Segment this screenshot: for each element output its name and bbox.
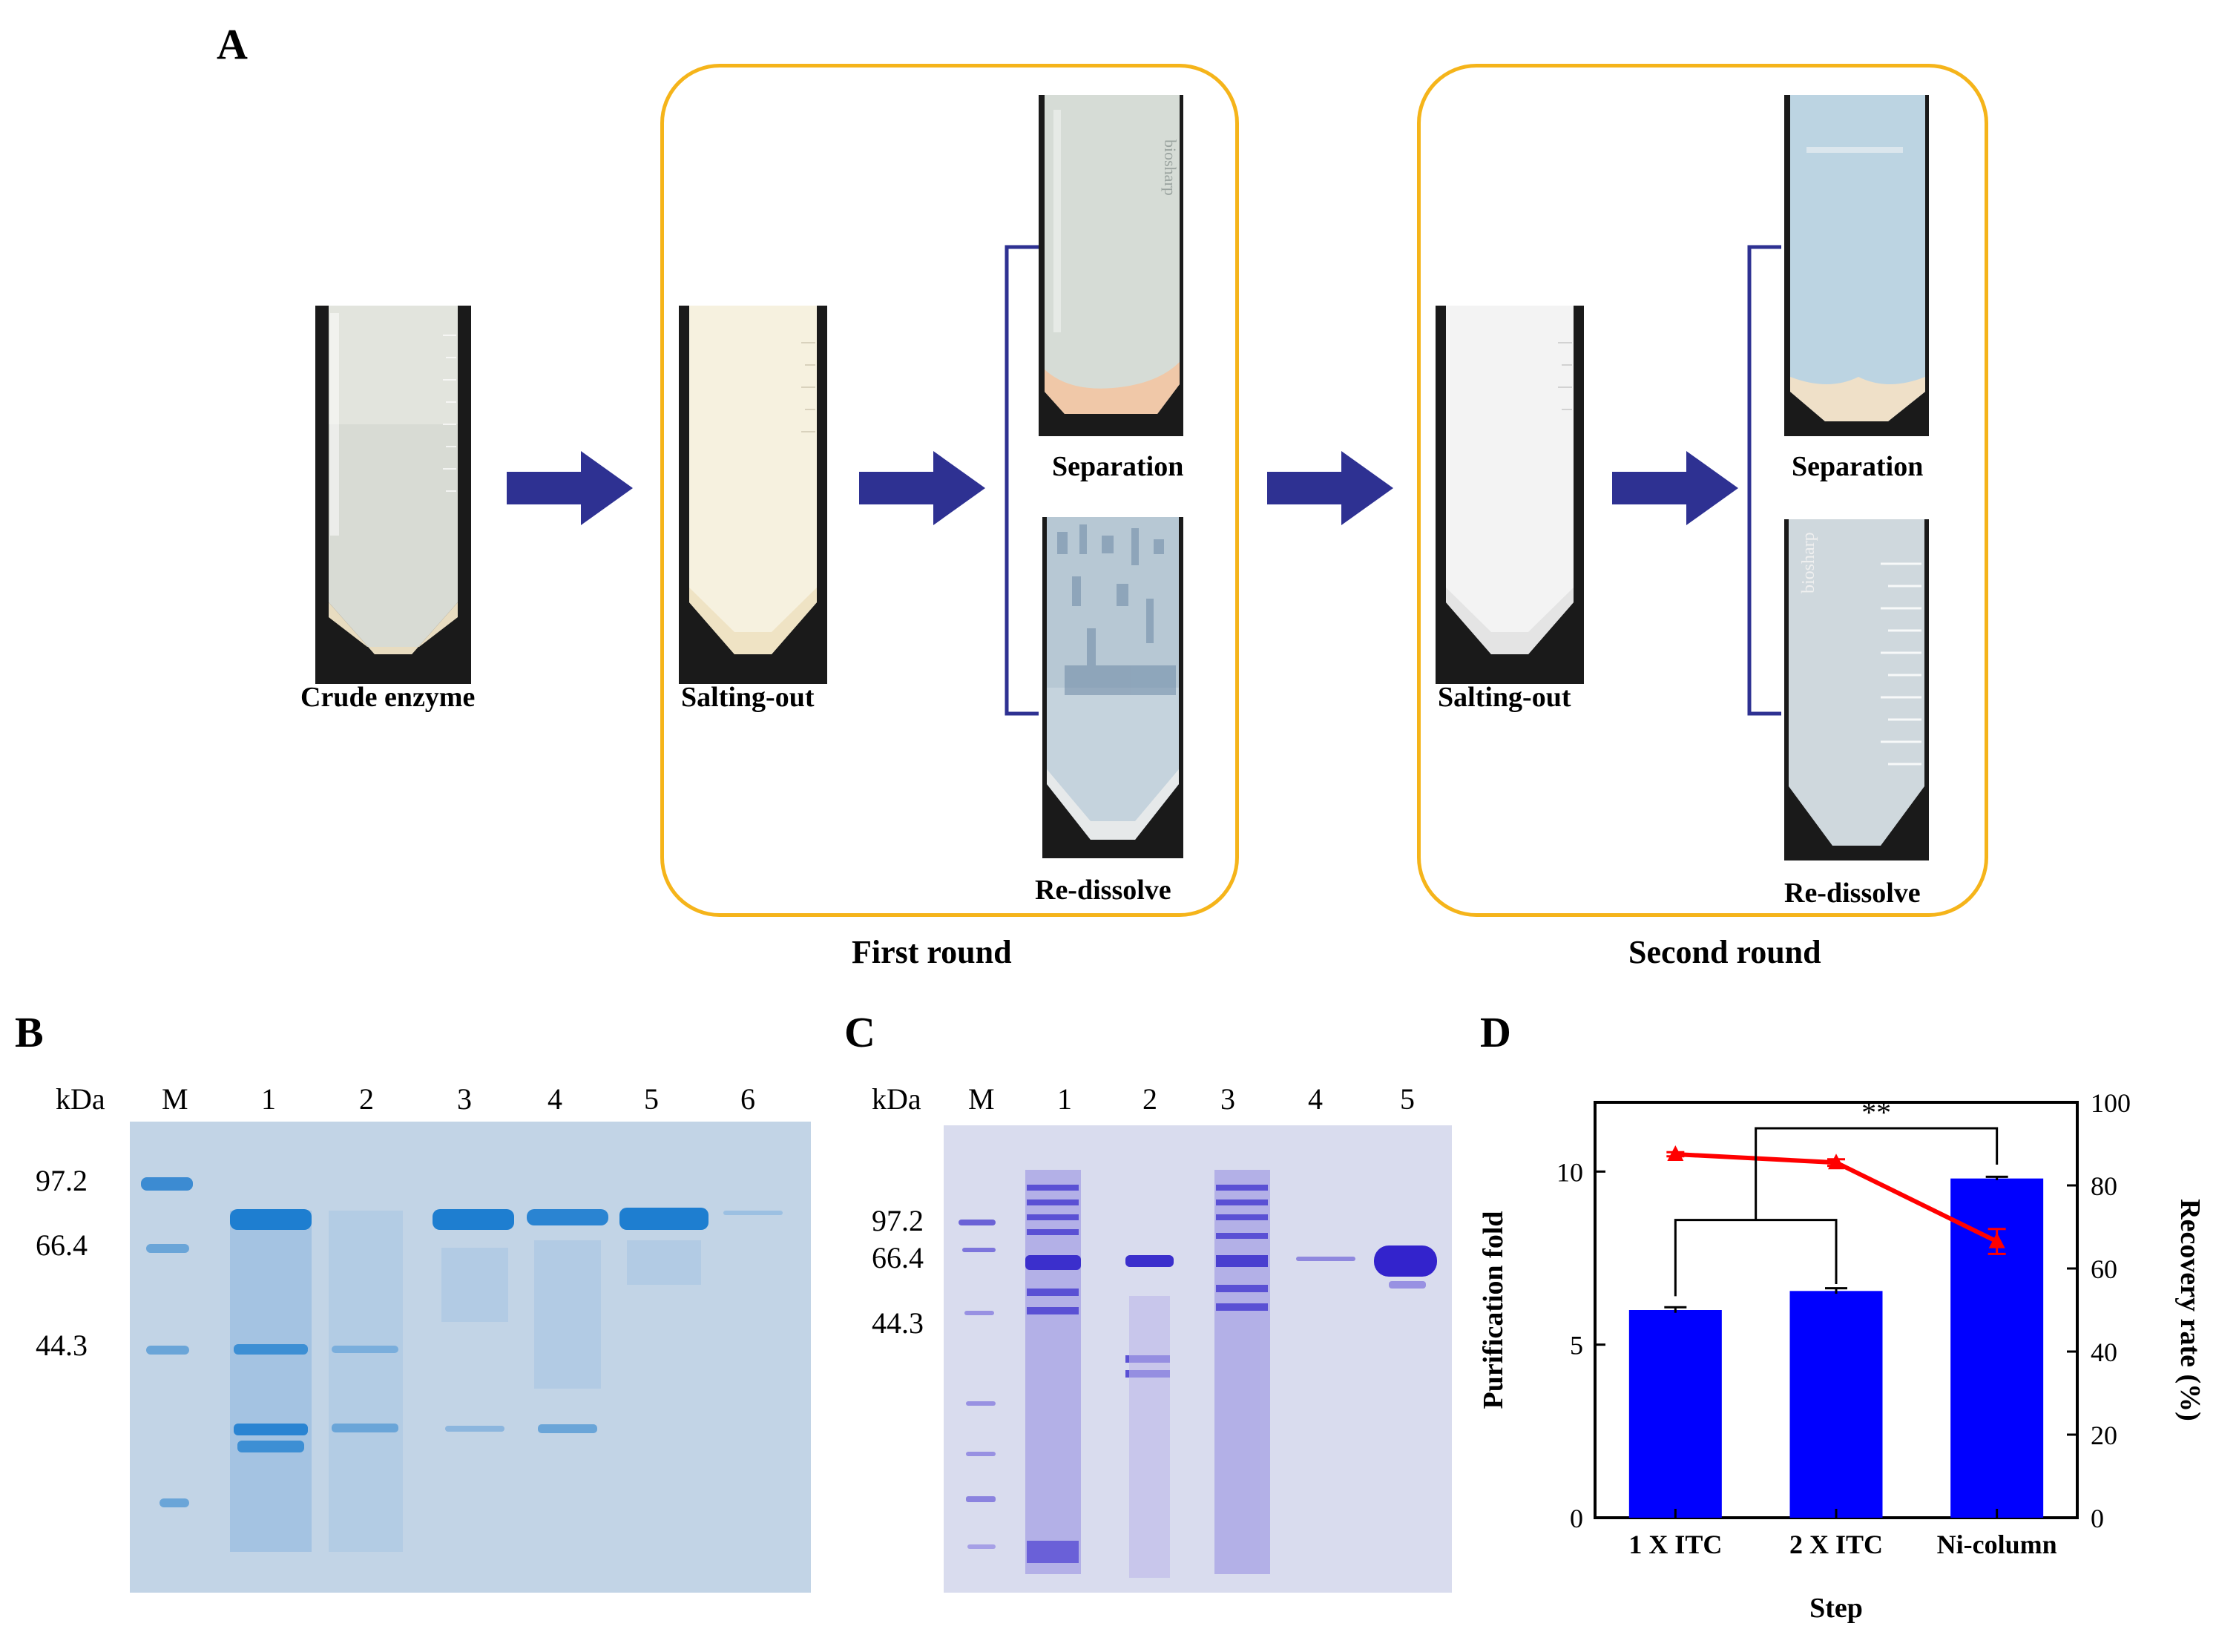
y2-tick-label: 20 [2091,1421,2117,1450]
gel-c-marker-97: 97.2 [872,1204,924,1237]
redissolve-2-tube-photo: biosharp [1784,519,1929,860]
bracket-first-round [1005,245,1039,716]
x-tick-label: Ni-column [1937,1530,2057,1559]
gel-b-unit-label: kDa [56,1082,105,1116]
gel-b-image [130,1122,811,1593]
gel-b-marker-66: 66.4 [36,1228,88,1262]
y2-tick-label: 60 [2091,1254,2117,1284]
crude-enzyme-label: Crude enzyme [300,682,476,713]
gel-b-lane-3: 3 [457,1082,472,1116]
salting-out-2-tube-photo [1436,306,1584,684]
gel-b-lane-5: 5 [644,1082,659,1116]
gel-c-marker-66: 66.4 [872,1241,924,1274]
line-point [1667,1145,1684,1161]
salting-out-1-label: Salting-out [681,682,815,713]
arrow-icon [1612,451,1738,525]
gel-b-lane-4: 4 [548,1082,562,1116]
arrow-icon [859,451,985,525]
gel-c-lane-4: 4 [1308,1082,1323,1116]
redissolve-1-label: Re-dissolve [1035,875,1171,906]
x-tick-label: 1 X ITC [1628,1530,1722,1559]
first-round-box [660,64,1239,917]
panel-c-letter: C [844,1008,875,1056]
bar [1628,1310,1722,1518]
y2-axis-label: Recovery rate (%) [2174,1199,2206,1421]
gel-c-lane-3: 3 [1220,1082,1235,1116]
gel-c-lane-m: M [968,1082,995,1116]
significance-bracket [1755,1127,1999,1220]
panel-a-letter: A [217,20,248,68]
y2-tick-label: 80 [2091,1171,2117,1201]
redissolve-1-tube-photo [1042,517,1183,858]
salting-out-2-label: Salting-out [1438,682,1571,713]
y2-tick-label: 0 [2091,1504,2104,1533]
y-tick-label: 5 [1570,1331,1583,1360]
gel-b-marker-44: 44.3 [36,1329,88,1362]
redissolve-2-label: Re-dissolve [1784,878,1921,909]
gel-b-lane-2: 2 [359,1082,374,1116]
significance-bracket [1674,1219,1838,1297]
gel-c-marker-44: 44.3 [872,1306,924,1340]
panel-b-letter: B [15,1008,44,1056]
first-round-label: First round [852,934,1012,970]
arrow-icon [1267,451,1393,525]
bracket-second-round [1747,245,1781,716]
y-tick-label: 10 [1556,1157,1583,1187]
y-tick-label: 0 [1570,1504,1583,1533]
second-round-box [1417,64,1988,917]
gel-c-image [944,1125,1452,1593]
separation-1-label: Separation [1052,451,1184,482]
svg-text:biosharp: biosharp [1161,139,1180,196]
y2-tick-label: 40 [2091,1337,2117,1367]
gel-b-lane-1: 1 [261,1082,276,1116]
y2-tick-label: 100 [2091,1088,2131,1118]
second-round-label: Second round [1628,934,1821,970]
gel-b-lane-m: M [162,1082,188,1116]
panel-d-letter: D [1480,1008,1511,1056]
y-axis-label: Purification fold [1478,1211,1509,1409]
x-tick-label: 2 X ITC [1789,1530,1883,1559]
crude-enzyme-tube-photo [315,306,471,684]
bar [1789,1291,1883,1518]
svg-text:biosharp: biosharp [1799,532,1818,593]
gel-c-lane-2: 2 [1142,1082,1157,1116]
gel-b-marker-97: 97.2 [36,1164,88,1197]
gel-b-lane-6: 6 [740,1082,755,1116]
salting-out-1-tube-photo [679,306,827,684]
gel-c-unit-label: kDa [872,1082,921,1116]
line-point [1988,1232,2005,1248]
separation-2-tube-photo [1784,95,1929,436]
significance-label: ** [1861,1096,1891,1129]
separation-1-tube-photo: biosharp [1039,95,1183,436]
x-axis-label: Step [1809,1593,1863,1624]
arrow-icon [507,451,633,525]
line-point [1828,1154,1844,1170]
gel-c-lane-5: 5 [1400,1082,1415,1116]
separation-2-label: Separation [1792,451,1924,482]
gel-c-lane-1: 1 [1057,1082,1072,1116]
